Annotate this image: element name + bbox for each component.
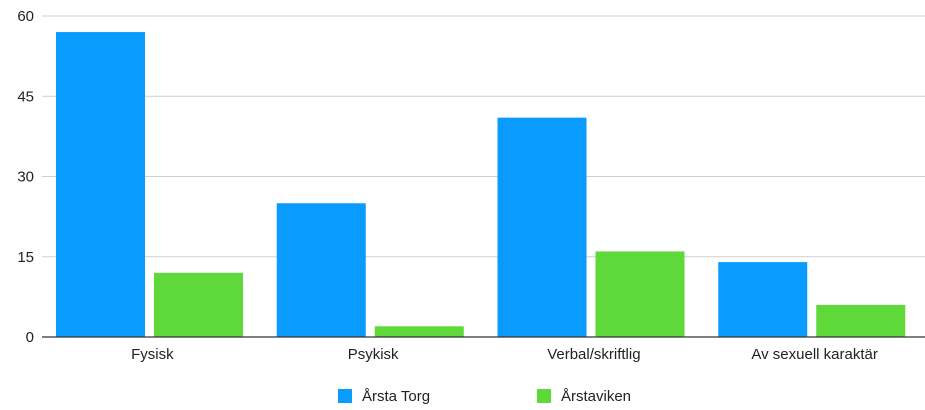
y-axis-tick-labels: 0 15 30 45 60	[17, 8, 34, 346]
bars	[56, 32, 906, 338]
bar-arstaviken-3	[816, 304, 906, 337]
x-category-label: Fysisk	[131, 346, 174, 363]
x-category-label: Av sexuell karaktär	[751, 346, 877, 363]
bar-arsta-torg-2	[497, 117, 587, 338]
y-tick-label: 45	[17, 88, 34, 105]
y-tick-label: 15	[17, 249, 34, 266]
bar-arstaviken-0	[154, 272, 243, 337]
y-tick-label: 0	[26, 329, 34, 346]
bar-arstaviken-1	[374, 326, 464, 337]
x-category-label: Verbal/skriftlig	[547, 346, 640, 363]
legend-swatch-1	[537, 389, 551, 403]
legend: Årsta Torg Årstaviken	[338, 388, 631, 405]
x-axis-category-labels: Fysisk Psykisk Verbal/skriftlig Av sexuell …	[131, 346, 878, 363]
y-tick-label: 30	[17, 169, 34, 186]
y-tick-label: 60	[17, 8, 34, 25]
gridlines	[42, 15, 925, 258]
legend-label-1: Årstaviken	[561, 388, 631, 405]
x-category-label: Psykisk	[348, 346, 399, 363]
bar-arstaviken-2	[595, 251, 685, 337]
bar-arsta-torg-0	[56, 32, 145, 338]
legend-swatch-0	[338, 389, 352, 403]
bar-arsta-torg-1	[276, 203, 366, 337]
legend-label-0: Årsta Torg	[362, 388, 430, 405]
bar-arsta-torg-3	[718, 262, 808, 337]
